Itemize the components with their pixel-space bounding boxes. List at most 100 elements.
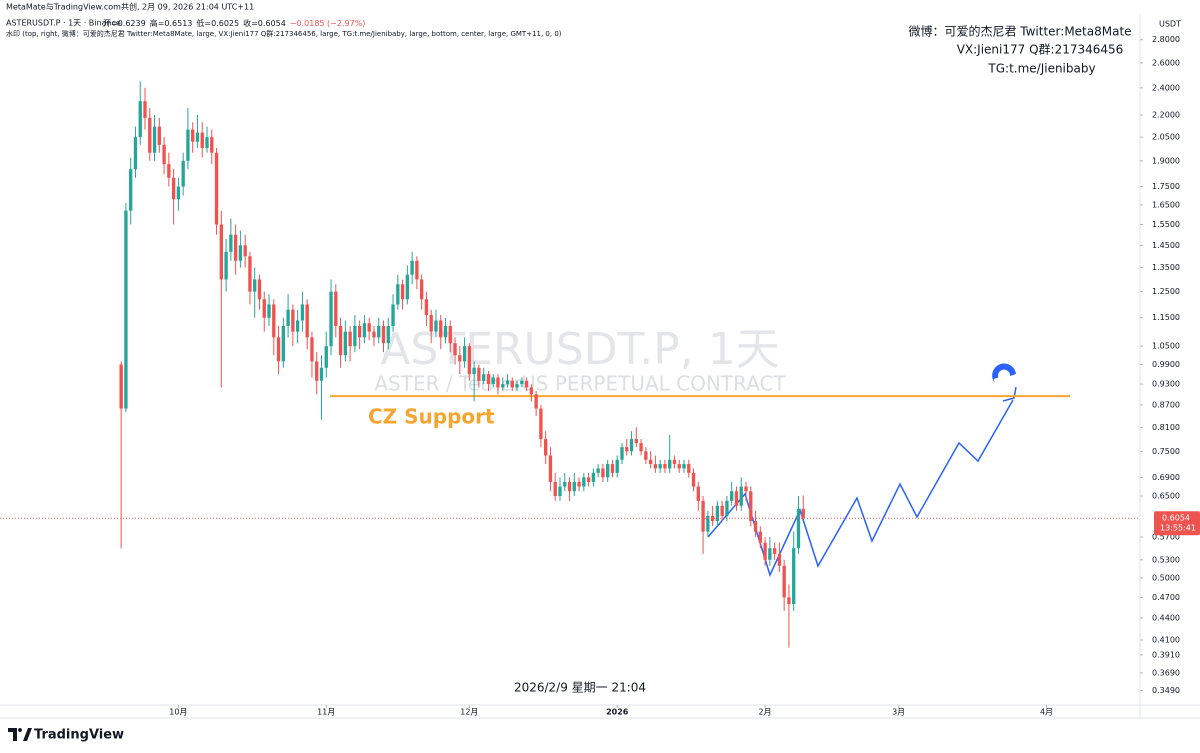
y-tick-label: 1.3500 [1152,263,1180,272]
candle-body [357,326,362,338]
candle-body [725,500,729,516]
y-tick-label: 2.4000 [1152,83,1180,92]
projection [707,363,1017,578]
candle-body [644,451,648,460]
candle-body [219,224,223,280]
x-tick-label: 4月 [1040,708,1053,717]
candle-body [191,129,195,142]
candle-body [186,129,190,161]
y-tick-label: 1.0500 [1152,342,1180,351]
candle-body [405,274,410,300]
candle-body [300,304,305,321]
brand: TradingView [34,728,124,743]
candle-body [610,464,615,473]
candle-body [272,304,276,338]
candle-body [586,477,591,482]
y-tick-label: 0.4700 [1152,593,1180,602]
candle-body [372,331,376,338]
candle-body [281,326,285,362]
candle-body [167,164,171,178]
candle-body [396,284,400,305]
candle-body [171,177,176,200]
candle-body [410,260,414,275]
candle-body [434,320,438,332]
candle-body [424,299,429,316]
y-tick-label: 2.0500 [1152,133,1180,142]
candle-body [539,408,543,440]
candle-body [687,464,691,473]
countdown: 13:55:41 [1160,524,1196,533]
x-tick-label: 3月 [892,708,905,717]
candle-body [682,464,686,469]
candle-body [181,160,185,187]
candle-body [286,309,290,327]
candle-body [214,152,219,225]
y-tick-label: 1.6500 [1152,200,1180,209]
ohlc-value: 高=0.6513 [150,18,193,28]
candle-body [267,304,271,318]
candle-body [496,377,500,388]
candle-body [796,508,801,549]
candle-body [119,364,123,409]
candle-body [224,251,228,280]
candle-body [343,331,348,356]
candle-body [448,326,452,344]
candle-body [253,279,257,292]
last-price-box [1154,511,1200,536]
y-tick-label: 2.6000 [1152,58,1180,67]
candle-body [162,144,166,165]
candle-body [262,299,266,318]
candle-body [305,304,309,338]
candle-body [415,260,419,280]
candle-body [248,256,252,292]
candle-body [381,326,386,344]
candle-body [625,447,629,452]
y-tick-label: 0.8700 [1152,400,1180,409]
candle-body [386,326,390,344]
candle-body [486,374,491,385]
candle-body [606,464,610,478]
candle-body [481,374,486,381]
y-tick-label: 1.4500 [1152,241,1180,250]
candle-body [129,169,133,211]
candle-body [501,384,505,388]
candle-body [801,508,805,519]
candle-body [677,464,681,469]
candle-body [319,367,324,381]
candle-body [615,459,619,473]
candle-body [143,101,147,118]
candle-body [439,320,443,338]
candle-body [367,323,371,332]
candle-body [458,355,462,362]
candle-body [596,468,600,473]
candle-body [553,481,557,497]
candle-body [524,380,529,388]
y-tick-label: 0.5700 [1152,533,1180,542]
candle-body [353,326,357,347]
candle-body [229,234,233,252]
ohlc-value: −0.0185 (−2.97%) [290,19,366,28]
candle-body [730,491,734,501]
y-tick-label: 0.9300 [1152,380,1180,389]
candle-body [572,481,576,492]
candle-body [505,380,510,385]
x-tick-label: 2026 [606,708,629,717]
candle-body [772,548,777,554]
y-tick-label: 2.2000 [1152,111,1180,120]
candles [119,81,805,648]
candle-body [210,137,214,153]
logo-icon [8,728,32,741]
candle-body [520,380,524,385]
candle-body [429,315,433,332]
candle-body [195,132,200,142]
watermark-line: TG:t.me/Jienibaby [987,62,1095,76]
y-tick-label: 0.6500 [1152,492,1180,501]
candle-body [648,459,653,465]
candle-body [739,486,743,506]
ohlc-value: 开=0.6239 [103,19,146,28]
y-tick-label: 1.5500 [1152,220,1180,229]
candle-body [233,234,238,261]
y-tick-label: 1.7500 [1152,182,1180,191]
